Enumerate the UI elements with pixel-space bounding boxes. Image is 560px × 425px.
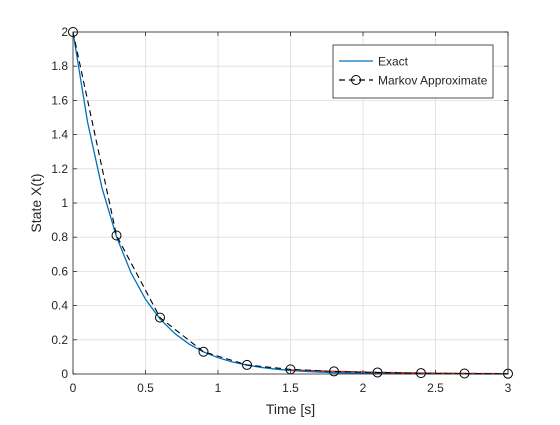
series-marker-markov: [242, 359, 252, 370]
x-tick-label: 1: [215, 381, 222, 395]
legend-box: [332, 44, 494, 99]
x-tick-label: 2: [360, 381, 367, 395]
series-marker-markov: [155, 312, 165, 323]
x-tick-label: 2.5: [427, 381, 444, 395]
series-marker-markov: [459, 368, 470, 379]
legend-label-exact: Exact: [378, 55, 409, 69]
y-tick-label: 0.6: [51, 264, 68, 278]
series-marker-markov: [198, 346, 209, 357]
x-tick-label: 0.5: [137, 381, 154, 395]
y-tick-label: 1.8: [51, 59, 68, 73]
y-tick-label: 1: [61, 196, 68, 210]
y-tick-label: 0.2: [51, 333, 68, 347]
y-tick-label: 1.2: [51, 162, 68, 176]
series-marker-markov: [329, 366, 339, 377]
y-tick-label: 0: [61, 367, 68, 381]
x-tick-label: 0: [70, 381, 77, 395]
x-axis-label: Time [s]: [266, 401, 315, 417]
legend-marker-markov: [351, 75, 361, 85]
legend-label-markov: Markov Approximate: [378, 74, 488, 88]
series-line-red-dashed: [290, 369, 509, 375]
series-marker-markov: [111, 230, 122, 241]
y-tick-label: 0.8: [51, 230, 68, 244]
y-tick-label: 1.6: [51, 93, 68, 107]
y-tick-label: 2: [61, 25, 68, 39]
y-tick-label: 0.4: [51, 299, 68, 313]
y-axis-label: State X(t): [28, 173, 44, 232]
y-tick-label: 1.4: [51, 128, 68, 142]
series-marker-markov: [416, 368, 426, 379]
x-tick-label: 3: [505, 381, 512, 395]
series-marker-markov: [372, 367, 383, 378]
ticks: 0 0.5 1 1.5 2 2.5 3 0 0.2 0.4 0.6 0.8 1 1.2 1.4 1.6 1.8 2: [51, 25, 511, 395]
x-tick-label: 1.5: [282, 381, 299, 395]
legend: Exact Markov Approximate: [332, 44, 494, 99]
